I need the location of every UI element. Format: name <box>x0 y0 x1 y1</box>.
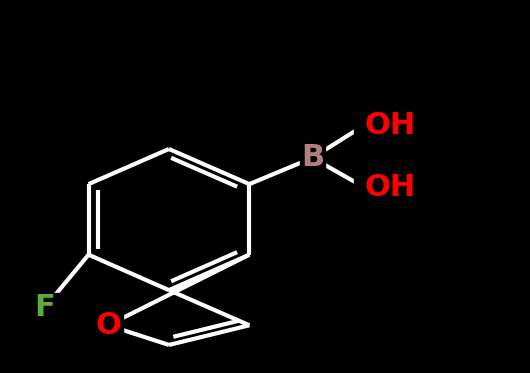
Text: B: B <box>301 143 324 172</box>
Bar <box>299 144 325 172</box>
Text: F: F <box>35 293 56 322</box>
Bar <box>354 173 407 201</box>
Text: OH: OH <box>365 173 416 202</box>
Bar <box>31 293 60 321</box>
Bar <box>354 111 407 139</box>
Bar <box>94 311 123 339</box>
Text: O: O <box>95 311 121 340</box>
Text: OH: OH <box>365 110 416 140</box>
